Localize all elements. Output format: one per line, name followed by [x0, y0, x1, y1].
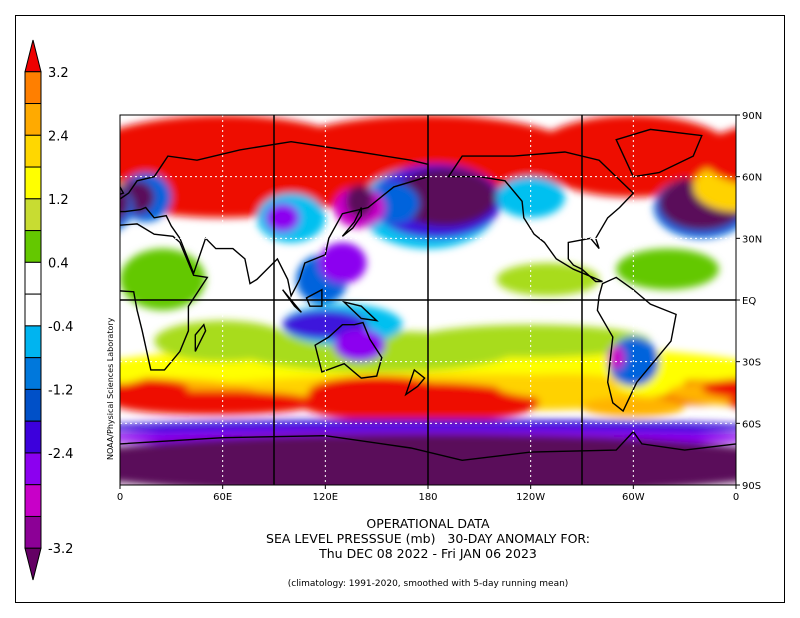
anomaly-region [120, 390, 317, 416]
longitude-label: 120W [516, 492, 545, 503]
colorbar-segment [24, 420, 42, 454]
coastline [341, 207, 362, 237]
coastline [615, 128, 703, 178]
colorbar-tick-label: -0.4 [48, 320, 73, 335]
anomaly-region [120, 446, 189, 483]
latitude-label: 60N [742, 173, 762, 184]
colorbar-tick-label: 3.2 [48, 66, 69, 81]
anomaly-region [607, 345, 625, 370]
coastline [447, 151, 635, 283]
longitude-label: 120E [313, 492, 338, 503]
coastline [120, 223, 209, 371]
colorbar [24, 39, 42, 581]
colorbar-tick-label: 2.4 [48, 129, 69, 144]
colorbar-segment [24, 357, 42, 390]
colorbar-segment [24, 134, 42, 168]
anomaly-region [120, 383, 138, 402]
map-grid [120, 115, 736, 485]
latitude-labels: 90N 60N 30N EQ 30S 60S 90S [736, 111, 762, 492]
latitude-label: 30N [742, 234, 762, 245]
colorbar-segment [24, 39, 42, 73]
longitude-label: 60E [213, 492, 232, 503]
coastline [282, 289, 302, 313]
anomaly-region [701, 378, 736, 399]
figure-frame [15, 15, 785, 603]
anomaly-map [120, 115, 736, 485]
colorbar-segment [24, 293, 42, 327]
colorbar-segment [24, 452, 42, 486]
anomaly-region [120, 423, 155, 432]
climatology-note: (climatology: 1991-2020, smoothed with 5… [287, 579, 569, 589]
colorbar-segment [24, 325, 42, 359]
anomaly-region [393, 168, 497, 227]
coastline [341, 300, 379, 322]
colorbar-segment [24, 515, 42, 549]
colorbar-segment [24, 71, 42, 105]
anomaly-region [308, 376, 446, 409]
colorbar-tick-label: 0.4 [48, 256, 69, 271]
latitude-label: 30S [742, 358, 761, 369]
colorbar-segment [24, 547, 42, 581]
longitude-label: 60W [622, 492, 645, 503]
anomaly-region [496, 263, 600, 296]
coastline [120, 140, 429, 298]
latitude-label: 90S [742, 481, 761, 492]
colorbar-segment [24, 103, 42, 136]
title-line-2: SEA LEVEL PRESSSUE (mb) 30-DAY ANOMALY F… [266, 531, 590, 546]
colorbar-segment [24, 166, 42, 200]
colorbar-tick-label: 1.2 [48, 193, 69, 208]
anomaly-region [120, 434, 155, 442]
anomaly-region [616, 248, 719, 290]
latitude-label: 60S [742, 419, 761, 430]
coastline [314, 321, 383, 379]
longitude-label: 180 [418, 492, 437, 503]
coastline [596, 276, 677, 413]
colorbar-segment [24, 261, 42, 295]
colorbar-tick-label: -3.2 [48, 542, 73, 557]
anomaly-region [318, 242, 367, 284]
coastline [305, 288, 323, 307]
anomaly-region [496, 374, 634, 399]
colorbar-segment [24, 484, 42, 517]
anomaly-region [345, 184, 374, 218]
anomaly-region [496, 176, 565, 218]
anomaly-region [265, 203, 300, 233]
colorbar-tick-labels: 3.2 2.4 1.2 0.4 -0.4 -1.2 -2.4 -3.2 [48, 66, 73, 557]
latitude-label: 90N [742, 111, 762, 122]
anomaly-region [120, 248, 206, 311]
colorbar-tick-label: -1.2 [48, 383, 73, 398]
title-line-1: OPERATIONAL DATA [366, 516, 490, 531]
coastlines [120, 128, 736, 462]
coastline [404, 368, 426, 397]
latitude-label: EQ [742, 296, 756, 307]
longitude-label: 0 [733, 492, 739, 503]
anomaly-region [120, 378, 189, 399]
longitude-labels: 0 60E 120E 180 120W 60W 0 [117, 485, 739, 503]
coastline [194, 323, 207, 352]
date-range: Thu DEC 08 2022 - Fri JAN 06 2023 [319, 546, 537, 561]
anomaly-region [701, 129, 736, 183]
anomaly-region [727, 397, 736, 408]
colorbar-segment [24, 198, 42, 232]
colorbar-segment [24, 230, 42, 263]
colorbar-tick-label: -2.4 [48, 447, 73, 462]
coastline [120, 430, 736, 462]
credit-label: NOAA/Physical Sciences Laboratory [106, 317, 115, 460]
longitude-label: 0 [117, 492, 123, 503]
anomaly-region [333, 328, 386, 362]
colorbar-segment [24, 388, 42, 422]
anomaly-region [120, 359, 155, 385]
